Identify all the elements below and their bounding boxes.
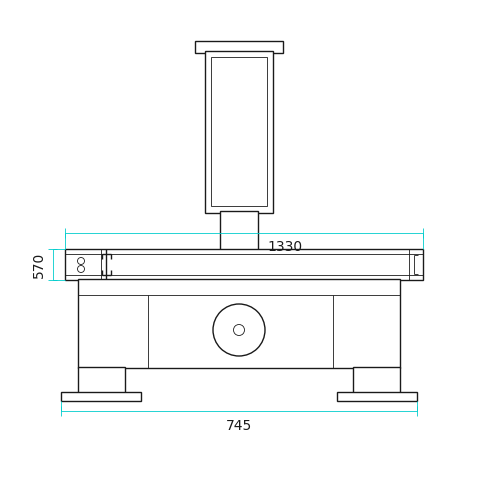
Bar bbox=[78, 366, 125, 392]
Text: 1330: 1330 bbox=[268, 240, 302, 254]
Bar bbox=[65, 249, 422, 280]
Bar bbox=[211, 57, 266, 206]
Bar bbox=[220, 211, 258, 250]
Text: 745: 745 bbox=[226, 419, 252, 433]
Bar bbox=[205, 52, 272, 212]
Bar bbox=[61, 392, 141, 401]
Bar bbox=[124, 280, 134, 287]
Bar bbox=[336, 392, 416, 401]
Text: 570: 570 bbox=[32, 252, 46, 278]
Bar bbox=[195, 42, 282, 52]
Bar bbox=[78, 278, 400, 368]
Bar bbox=[352, 366, 400, 392]
